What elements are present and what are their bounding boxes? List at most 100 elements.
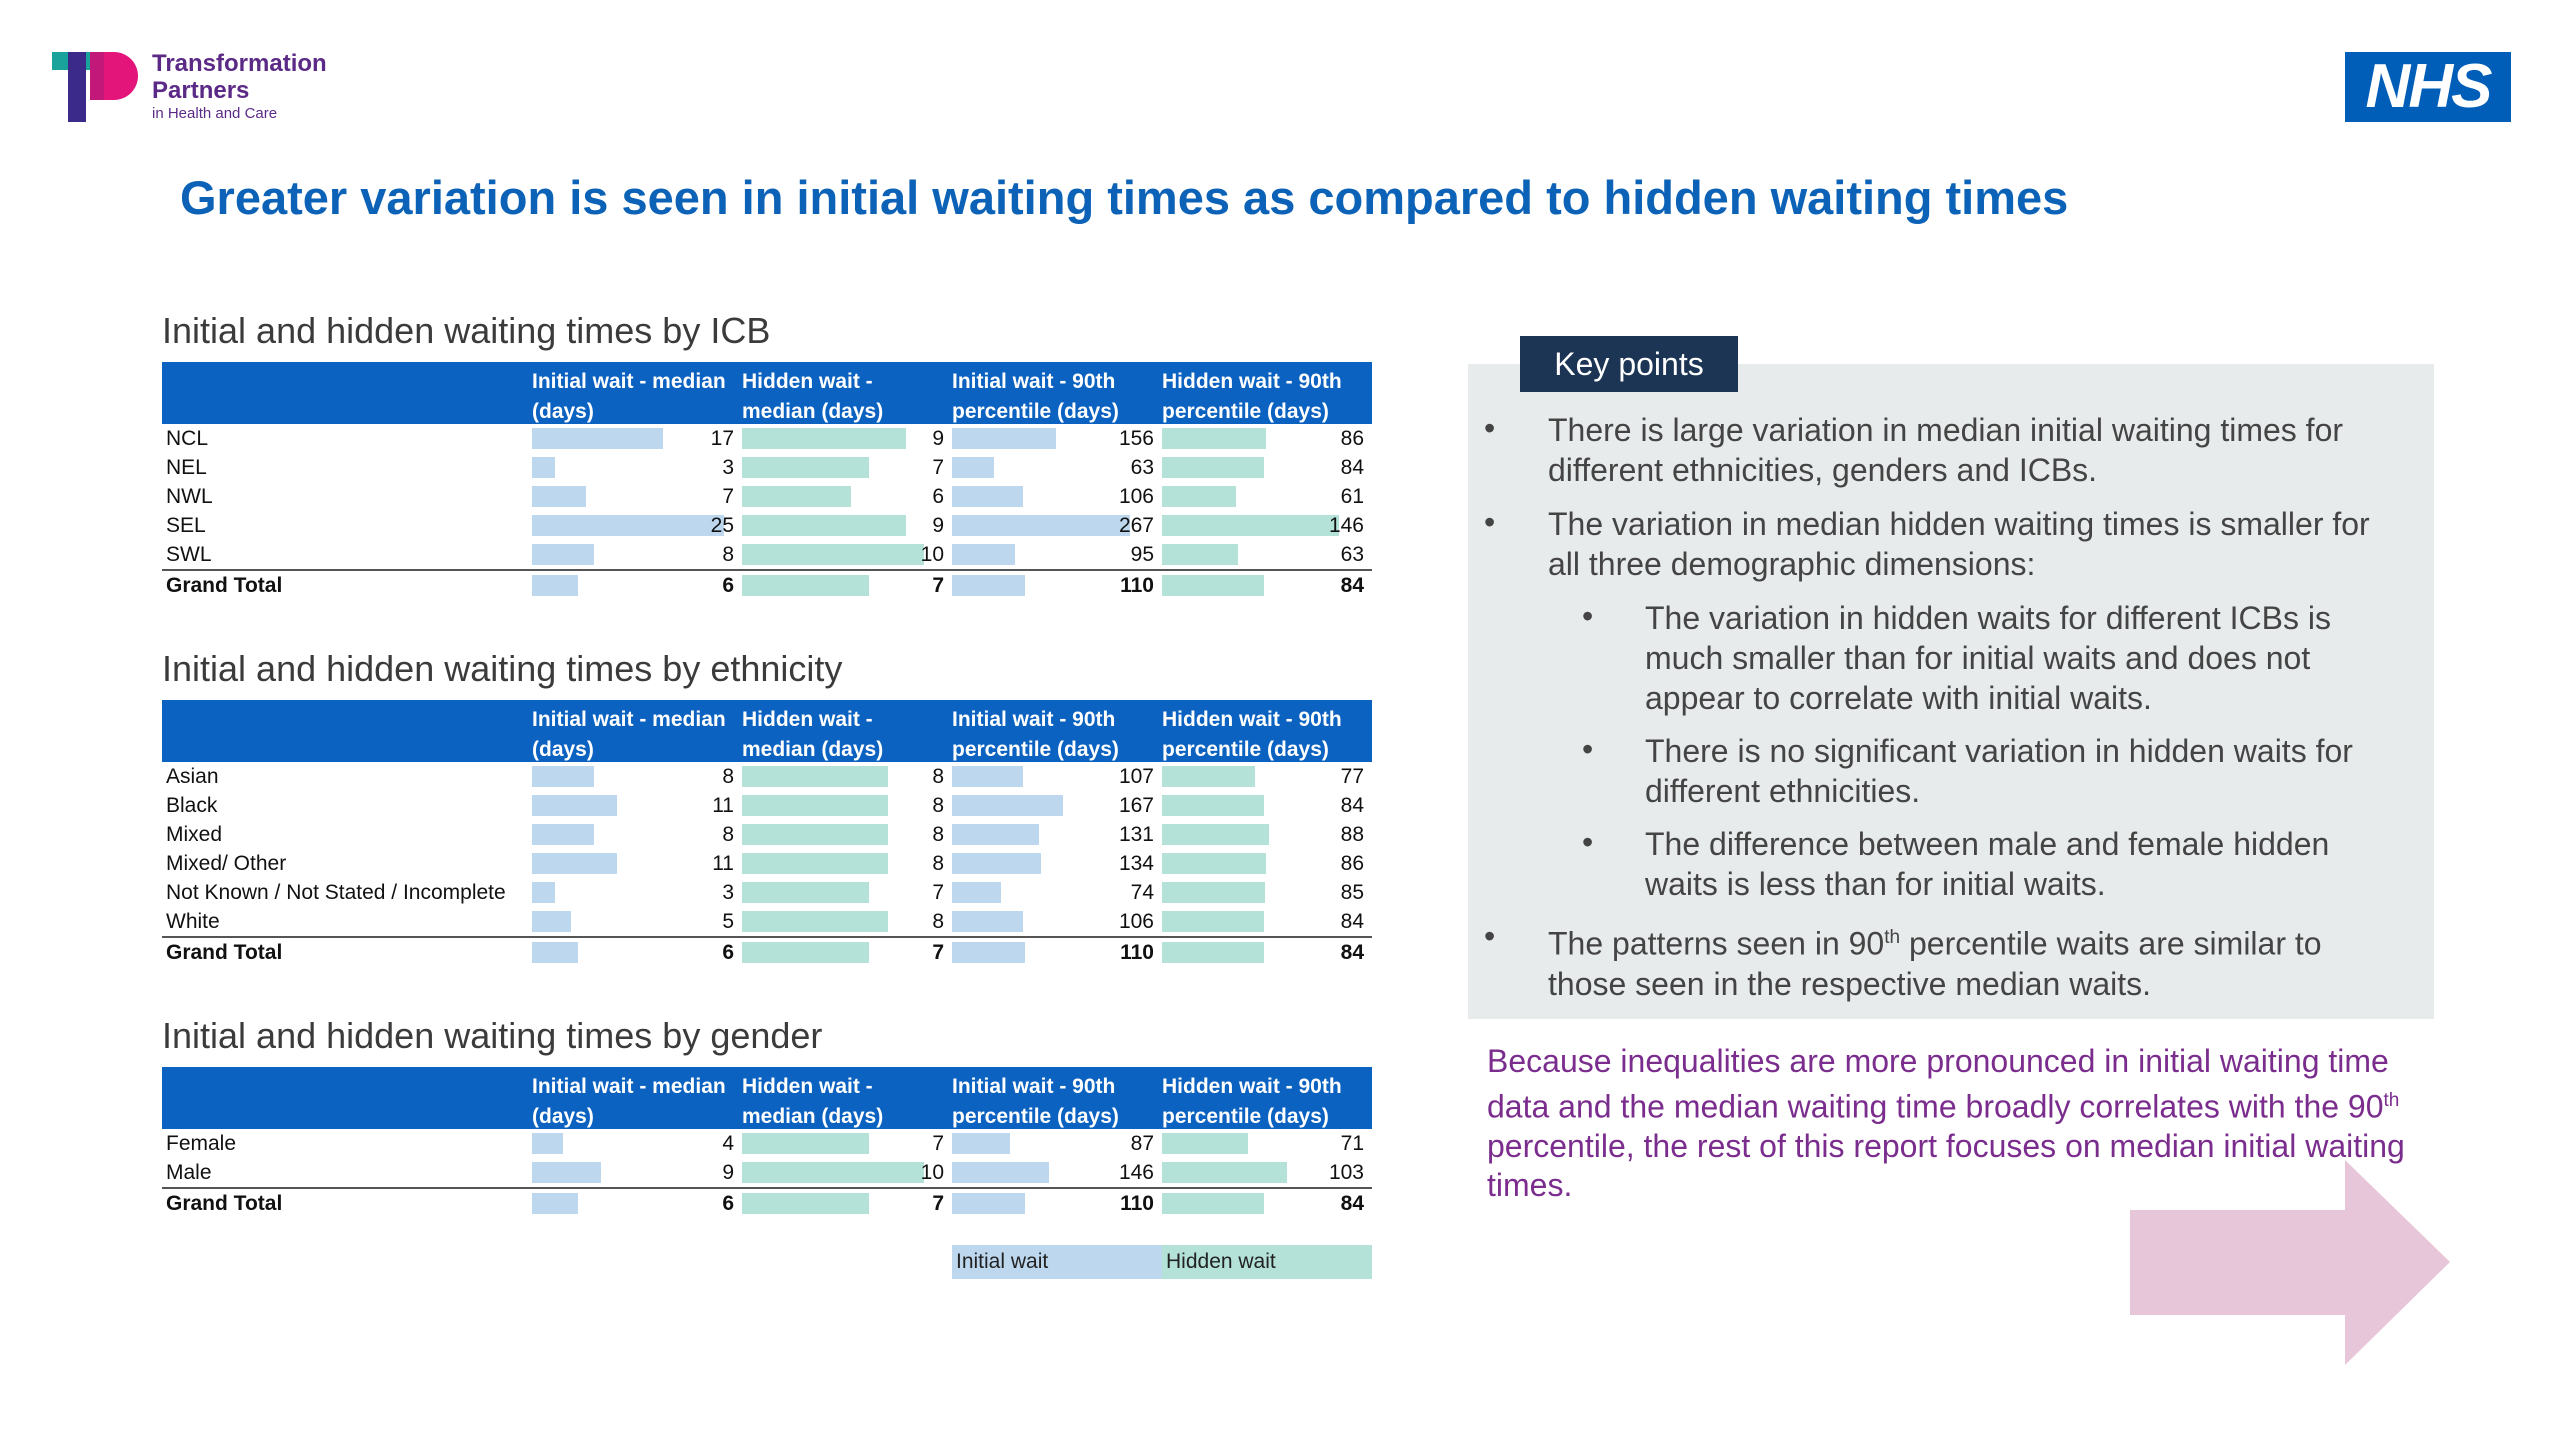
bar-initial-p90 [952,1133,1010,1154]
bar-hidden-p90 [1162,942,1264,963]
cell-hidden-median: 8 [742,849,947,878]
column-header-hidden-median: Hidden wait - median (days) [742,1075,884,1128]
value-hidden-p90: 88 [1340,823,1364,846]
row-label: Grand Total [166,574,283,597]
bar-initial-median [532,1133,563,1154]
cell-hidden-median: 8 [742,820,947,849]
table-row: NCL 17 9 156 86 [162,424,1372,453]
bar-hidden-median [742,544,924,565]
page-title: Greater variation is seen in initial wai… [180,171,2069,224]
value-hidden-p90: 86 [1340,852,1364,875]
value-initial-p90: 156 [1118,427,1154,450]
row-label: NWL [166,485,213,508]
cell-hidden-median: 9 [742,511,947,540]
bar-hidden-p90 [1162,1162,1287,1183]
value-initial-median: 11 [712,852,734,875]
bar-initial-p90 [952,795,1064,816]
table-row: NEL 3 7 63 84 [162,453,1372,482]
cell-hidden-median: 7 [742,1189,947,1218]
cell-initial-median: 6 [532,938,737,967]
value-initial-median: 6 [722,941,734,964]
table-row: NWL 7 6 106 61 [162,482,1372,511]
bar-hidden-median [742,515,906,536]
cell-hidden-p90: 84 [1162,907,1367,936]
value-hidden-median: 9 [932,514,944,537]
cell-initial-median: 6 [532,571,737,600]
cell-hidden-p90: 85 [1162,878,1367,907]
key-point-2a: The variation in hidden waits for differ… [1645,600,2331,716]
column-header-initial-p90: Initial wait - 90th percentile (days) [952,708,1119,761]
cell-hidden-median: 7 [742,878,947,907]
ethnicity-table: Initial wait - median (days) Hidden wait … [162,700,1372,967]
row-label: Mixed/ Other [166,852,287,875]
bar-hidden-p90 [1162,882,1265,903]
bar-initial-p90 [952,515,1130,536]
legend-initial-wait: Initial wait [952,1245,1162,1279]
cell-hidden-median: 8 [742,762,947,791]
bar-initial-p90 [952,575,1026,596]
cell-initial-median: 7 [532,482,737,511]
cell-initial-p90: 110 [952,1189,1157,1218]
value-initial-p90: 87 [1130,1132,1154,1155]
table-header: Initial wait - median (days) Hidden wait … [162,700,1372,762]
value-hidden-p90: 84 [1340,794,1364,817]
bar-hidden-median [742,457,870,478]
cell-hidden-p90: 103 [1162,1158,1367,1187]
bar-hidden-p90 [1162,515,1339,536]
cell-initial-p90: 146 [952,1158,1157,1187]
brand-name-line1: Transformation [152,50,327,77]
bar-hidden-p90 [1162,428,1267,449]
bar-initial-median [532,428,663,449]
bar-initial-p90 [952,486,1023,507]
bar-initial-median [532,1162,602,1183]
cell-initial-median: 9 [532,1158,737,1187]
bar-initial-p90 [952,942,1026,963]
cell-hidden-median: 7 [742,571,947,600]
value-hidden-median: 8 [932,823,944,846]
cell-initial-p90: 110 [952,571,1157,600]
value-hidden-median: 10 [920,543,944,566]
value-initial-p90: 267 [1118,514,1154,537]
tp-logo-icon [52,52,138,122]
bullet-dot: • [1484,410,1496,446]
value-initial-median: 7 [722,485,734,508]
value-initial-median: 8 [722,765,734,788]
bar-legend: Initial wait Hidden wait [952,1245,1372,1279]
bar-initial-p90 [952,1162,1050,1183]
bar-hidden-p90 [1162,911,1264,932]
table-row: White 5 8 106 84 [162,907,1372,936]
value-hidden-median: 10 [920,1161,944,1184]
cell-hidden-p90: 86 [1162,424,1367,453]
conclusion-post: percentile, the rest of this report focu… [1487,1127,2405,1203]
cell-initial-p90: 131 [952,820,1157,849]
row-label: Male [166,1161,212,1184]
row-label: Not Known / Not Stated / Incomplete [166,881,506,904]
value-initial-p90: 146 [1118,1161,1154,1184]
value-initial-median: 6 [722,574,734,597]
value-initial-median: 11 [712,794,734,817]
value-initial-median: 8 [722,823,734,846]
key-points-panel [1468,364,2434,1019]
bar-hidden-median [742,1133,870,1154]
value-initial-p90: 110 [1120,941,1154,964]
value-hidden-p90: 103 [1328,1161,1364,1184]
table-row: Male 9 10 146 103 [162,1158,1372,1187]
bullet-dot: • [1484,918,1496,954]
value-hidden-p90: 77 [1340,765,1364,788]
bar-hidden-p90 [1162,853,1267,874]
bar-initial-p90 [952,853,1042,874]
cell-initial-p90: 167 [952,791,1157,820]
grand-total-row: Grand Total 6 7 110 84 [162,936,1372,967]
cell-initial-median: 8 [532,820,737,849]
bar-hidden-p90 [1162,795,1264,816]
table-header: Initial wait - median (days) Hidden wait … [162,362,1372,424]
key-point-3-pre: The patterns seen in 90 [1548,925,1885,962]
bar-initial-median [532,882,556,903]
bar-initial-p90 [952,824,1040,845]
value-initial-p90: 106 [1118,910,1154,933]
bar-initial-median [532,766,594,787]
value-hidden-p90: 63 [1340,543,1364,566]
bar-hidden-p90 [1162,457,1264,478]
bar-initial-median [532,457,556,478]
bar-hidden-median [742,1193,870,1214]
